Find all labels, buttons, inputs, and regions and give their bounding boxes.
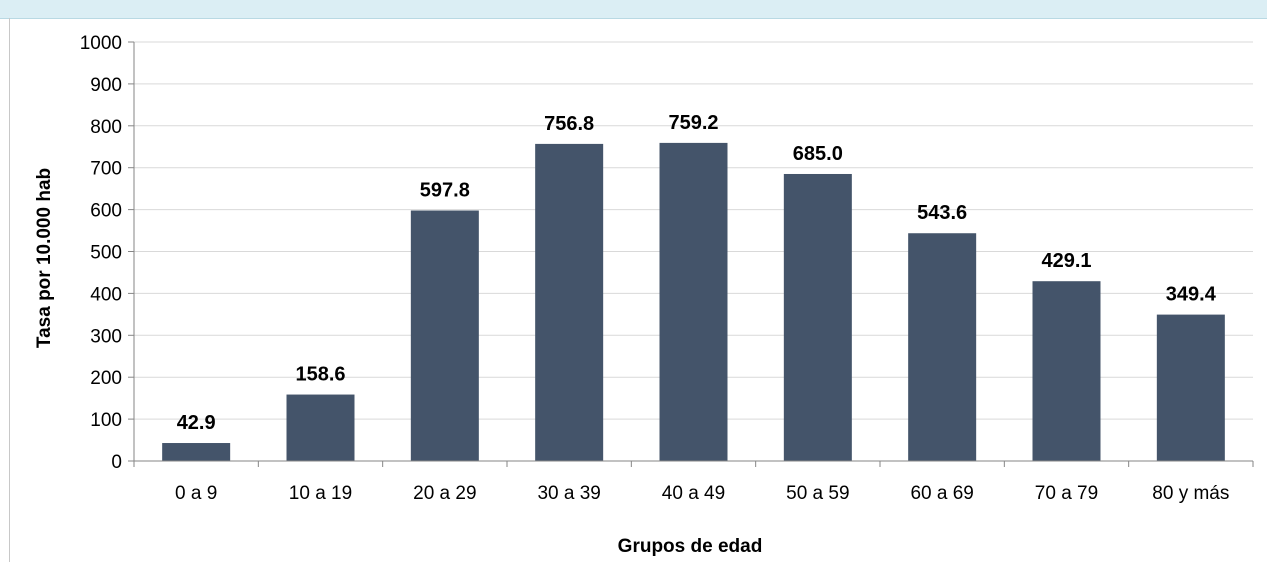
y-tick-label: 500 <box>90 243 122 264</box>
axes <box>128 41 1254 467</box>
y-tick-label: 700 <box>90 159 122 180</box>
data-label: 759.2 <box>668 112 718 134</box>
x-tick-labels: 0 a 9 10 a 19 20 a 29 30 a 39 40 a 49 50 a 59… <box>175 483 1229 504</box>
y-tick-label: 0 <box>111 452 122 473</box>
bar <box>410 210 479 461</box>
x-tick-label: 60 a 69 <box>910 483 973 504</box>
y-tick-labels: 0 100 200 300 400 500 600 700 800 900 1000 <box>80 33 122 473</box>
x-tick-label: 40 a 49 <box>662 483 725 504</box>
data-label: 597.8 <box>420 180 470 202</box>
bar <box>908 233 977 461</box>
bar <box>1032 281 1101 461</box>
data-label: 543.6 <box>917 202 967 224</box>
data-label: 756.8 <box>544 113 594 135</box>
x-tick-label: 70 a 79 <box>1035 483 1098 504</box>
bar <box>1156 314 1225 461</box>
bar <box>783 173 852 462</box>
bar <box>286 394 355 461</box>
y-tick-label: 600 <box>90 201 122 222</box>
data-label: 349.4 <box>1166 284 1217 306</box>
y-tick-label: 300 <box>90 326 122 347</box>
x-axis-title: Grupos de edad <box>618 536 763 557</box>
chart-frame <box>9 18 1267 562</box>
y-tick-label: 900 <box>90 75 122 96</box>
y-axis-title: Tasa por 10.000 hab <box>34 168 55 348</box>
data-label: 158.6 <box>295 364 345 386</box>
data-labels: 42.9 158.6 597.8 756.8 759.2 685.0 543.6 429.1 3… <box>177 112 1217 434</box>
bar <box>659 142 728 461</box>
x-tick-label: 80 y más <box>1152 483 1229 504</box>
y-tick-label: 800 <box>90 117 122 138</box>
bars <box>162 142 1225 462</box>
bar <box>162 443 231 461</box>
data-label: 685.0 <box>793 143 843 165</box>
data-label: 42.9 <box>177 412 216 434</box>
y-tick-label: 100 <box>90 410 122 431</box>
y-tick-label: 1000 <box>80 33 122 54</box>
y-tick-label: 400 <box>90 284 122 305</box>
x-tick-label: 20 a 29 <box>413 483 476 504</box>
x-tick-label: 0 a 9 <box>175 483 217 504</box>
y-tick-label: 200 <box>90 368 122 389</box>
bar <box>535 143 604 461</box>
x-tick-label: 50 a 59 <box>786 483 849 504</box>
x-tick-label: 10 a 19 <box>289 483 352 504</box>
chart-top-band <box>0 0 1267 19</box>
x-tick-label: 30 a 39 <box>537 483 600 504</box>
data-label: 429.1 <box>1041 250 1091 272</box>
